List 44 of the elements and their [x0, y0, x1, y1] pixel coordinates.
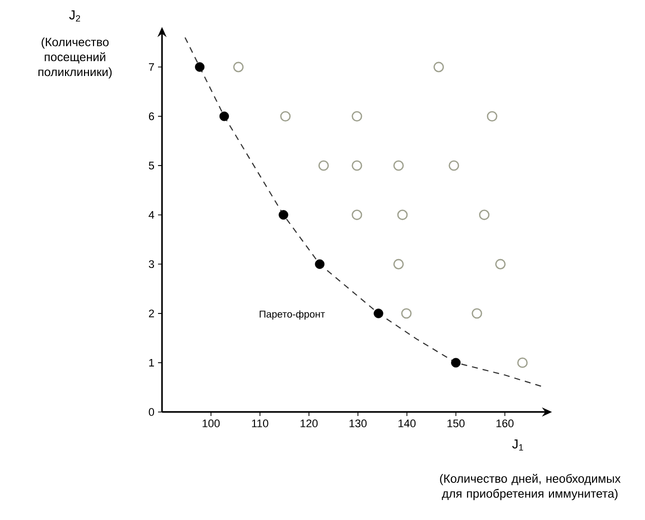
point [318, 160, 329, 171]
point [393, 160, 404, 171]
point [433, 62, 444, 72]
y-tick-label: 1 [149, 358, 154, 366]
x-tick-label: 160 [496, 420, 514, 428]
x-tick-label: 150 [448, 420, 465, 428]
point [314, 259, 324, 269]
point [352, 111, 362, 122]
point [280, 111, 291, 122]
point [374, 308, 384, 318]
point [479, 210, 490, 220]
point [486, 111, 498, 122]
x-axis-title: J$_{1}$ [512, 439, 524, 450]
x-tick-label: 130 [350, 420, 367, 428]
annotation: Парето-фронт [260, 310, 325, 320]
x-tick-label: 140 [398, 420, 416, 428]
point [233, 62, 244, 72]
point [194, 62, 205, 72]
point [448, 160, 460, 171]
line-series [184, 36, 542, 387]
text: (Количество дней, необходимых для приобретения иммунитета) [440, 474, 621, 500]
y-tick-label: 4 [148, 211, 154, 219]
point [219, 112, 229, 122]
y-tick-label: 5 [148, 162, 154, 170]
y-tick-label: 3 [148, 260, 154, 268]
y-tick-label: 2 [148, 310, 154, 318]
x-tick-label: 120 [300, 420, 318, 428]
y-tick-label: 0 [148, 408, 154, 416]
point [393, 258, 404, 270]
point [495, 258, 506, 270]
x-tick-label: 100 [202, 420, 220, 428]
point [278, 210, 288, 220]
point [352, 210, 362, 220]
point [352, 160, 362, 171]
x-tick-label: 110 [252, 420, 268, 428]
point [517, 357, 528, 368]
point [472, 308, 482, 319]
point [397, 210, 408, 220]
point [451, 358, 461, 368]
text: (Количество посещений поликлиники) [38, 37, 112, 78]
y-tick-label: 6 [148, 112, 154, 120]
text: J$_{2}$ [69, 10, 80, 22]
y-tick-label: 7 [148, 63, 154, 71]
point [401, 308, 412, 319]
